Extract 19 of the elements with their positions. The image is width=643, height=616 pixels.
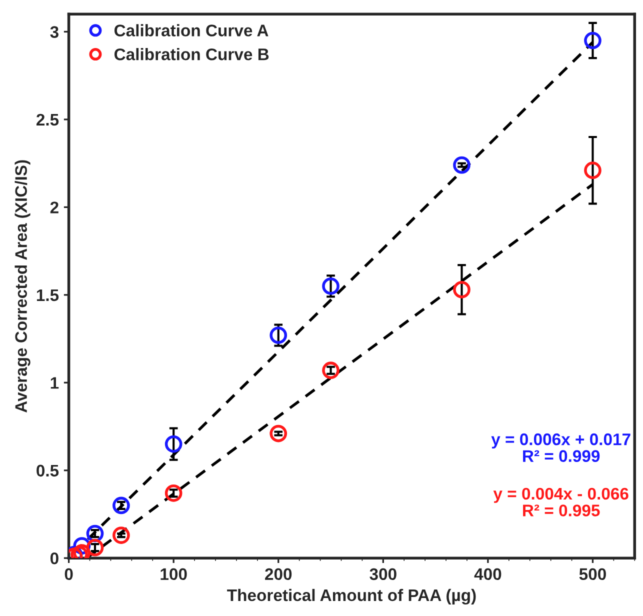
y-tick-label: 3 — [50, 26, 58, 38]
x-tick-label: 300 — [370, 568, 396, 580]
y-tick-label: 2.5 — [36, 114, 59, 126]
legend-label: Calibration Curve A — [114, 24, 268, 36]
x-axis-title: Theoretical Amount of PAA (µg) — [227, 588, 476, 605]
annotation: y = 0.006x + 0.017 R² = 0.999 — [491, 433, 630, 462]
x-tick-label: 500 — [579, 568, 606, 580]
x-tick-label: 100 — [160, 568, 187, 580]
y-tick-label: 0.5 — [36, 464, 59, 477]
y-tick-label: 1.5 — [36, 289, 59, 302]
y-tick-label: 2 — [50, 202, 58, 214]
y-tick-label: 1 — [50, 377, 59, 389]
y-axis-title: Average Corrected Area (XIC/IS) — [14, 160, 30, 412]
annotation: y = 0.004x - 0.066 R² = 0.995 — [493, 488, 628, 516]
legend-label: Calibration Curve B — [114, 48, 269, 60]
x-tick-label: 0 — [64, 568, 73, 580]
x-tick-label: 400 — [474, 568, 502, 580]
x-tick-label: 200 — [265, 568, 292, 580]
y-tick-label: 0 — [50, 552, 58, 564]
